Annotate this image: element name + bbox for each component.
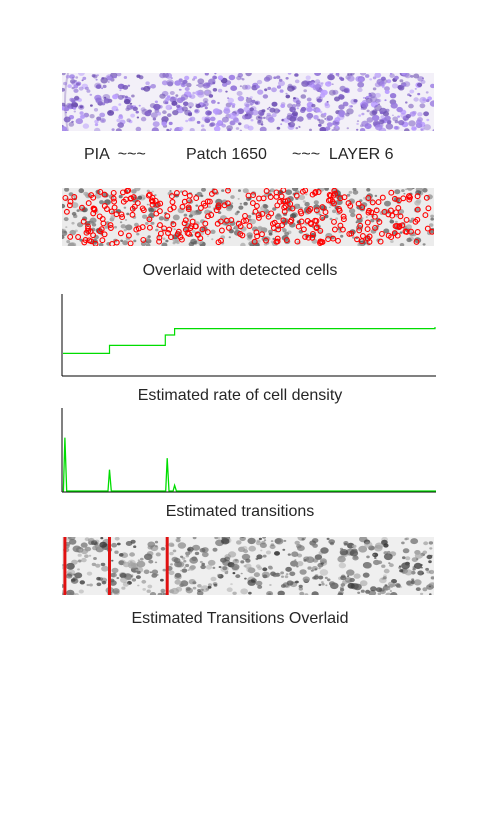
stained-tissue-image (62, 73, 434, 131)
caption-density: Estimated rate of cell density (137, 387, 343, 404)
stained-tissue-canvas (62, 73, 434, 131)
density-line (63, 327, 436, 354)
detected-cells-canvas (62, 188, 434, 246)
transitions-chart (61, 408, 436, 493)
detected-cells-image (62, 188, 434, 246)
caption-transitions: Estimated transitions (165, 503, 315, 520)
transitions-overlay-image (62, 537, 434, 595)
transitions-overlay-canvas (62, 537, 434, 595)
caption-detected: Overlaid with detected cells (142, 262, 338, 279)
title-center: Patch 1650 (186, 146, 267, 163)
transitions-line (62, 437, 436, 492)
density-chart (61, 294, 436, 377)
title-left: PIA ~~~ (84, 146, 146, 163)
title-right: ~~~ LAYER 6 (292, 146, 394, 163)
caption-overlay: Estimated Transitions Overlaid (131, 610, 349, 627)
